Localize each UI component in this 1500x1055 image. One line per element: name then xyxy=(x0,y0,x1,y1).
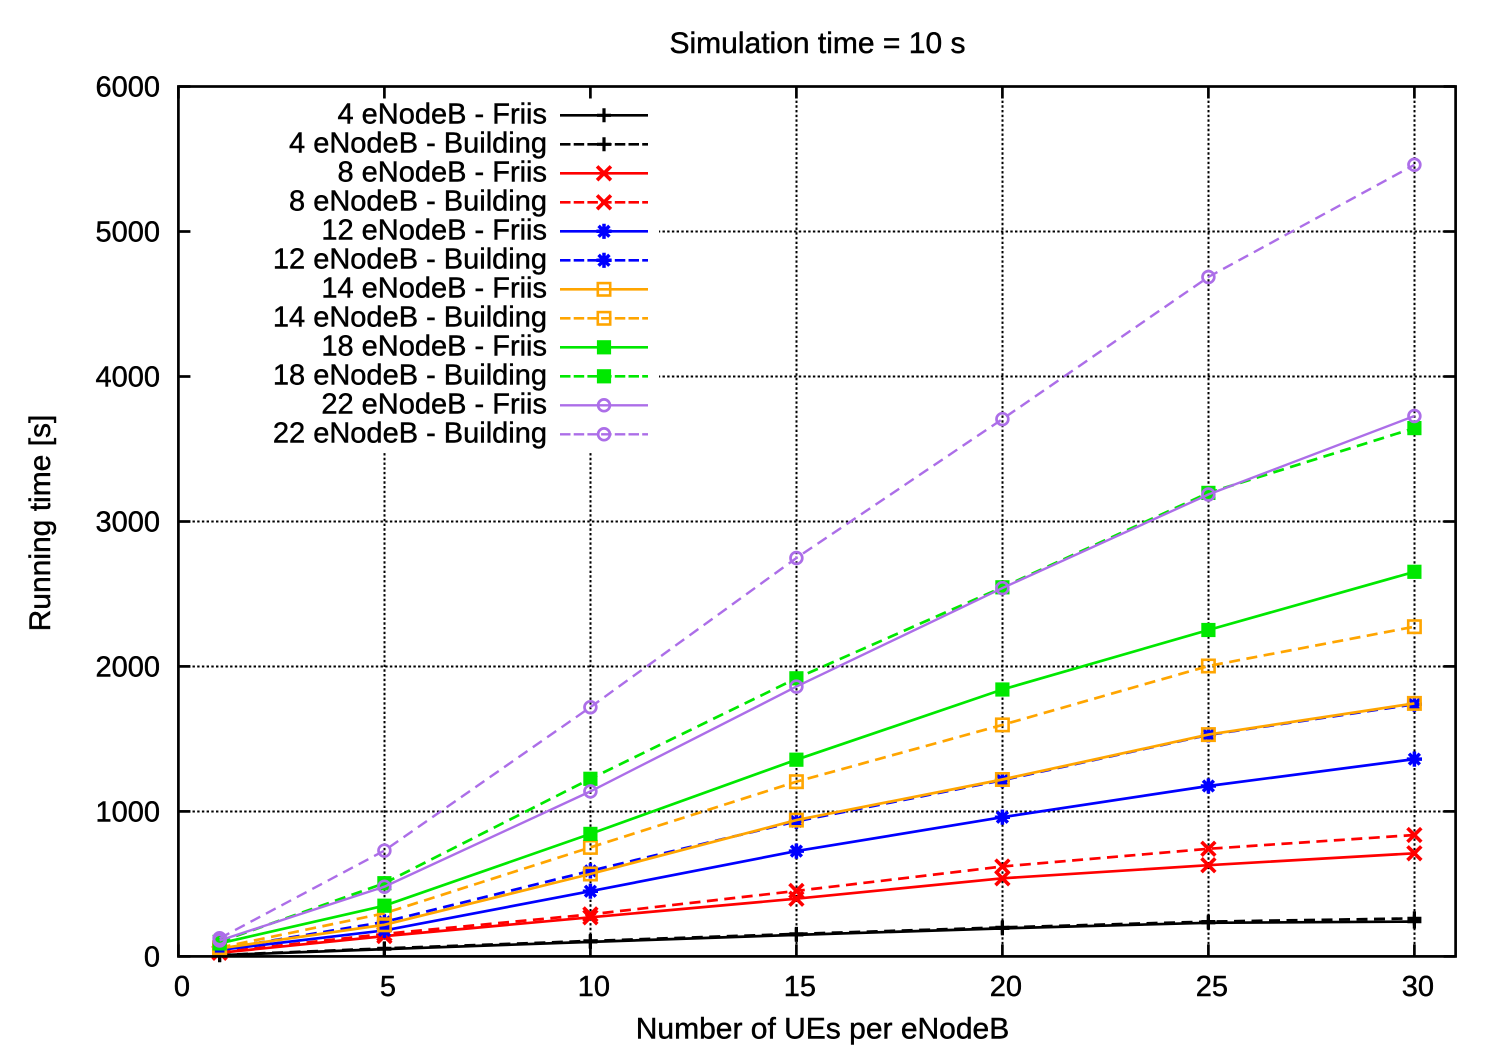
svg-text:12 eNodeB - Friis: 12 eNodeB - Friis xyxy=(321,215,547,247)
svg-text:18 eNodeB - Building: 18 eNodeB - Building xyxy=(273,360,547,392)
svg-text:10: 10 xyxy=(578,971,610,1003)
svg-text:0: 0 xyxy=(144,941,160,973)
svg-text:18 eNodeB - Friis: 18 eNodeB - Friis xyxy=(321,331,547,363)
svg-text:15: 15 xyxy=(784,971,816,1003)
svg-text:12 eNodeB - Building: 12 eNodeB - Building xyxy=(273,244,547,276)
svg-text:30: 30 xyxy=(1402,971,1434,1003)
svg-text:4 eNodeB - Building: 4 eNodeB - Building xyxy=(289,128,547,160)
svg-text:Number of UEs per eNodeB: Number of UEs per eNodeB xyxy=(636,1013,1010,1046)
svg-text:6000: 6000 xyxy=(95,72,160,104)
svg-text:Running time [s]: Running time [s] xyxy=(24,415,57,632)
svg-text:22 eNodeB - Building: 22 eNodeB - Building xyxy=(273,418,547,450)
svg-text:1000: 1000 xyxy=(95,796,160,828)
svg-text:4 eNodeB - Friis: 4 eNodeB - Friis xyxy=(337,99,547,131)
svg-text:Simulation time = 10 s: Simulation time = 10 s xyxy=(670,27,966,60)
svg-text:22 eNodeB - Friis: 22 eNodeB - Friis xyxy=(321,389,547,421)
svg-text:5: 5 xyxy=(380,971,396,1003)
svg-text:14 eNodeB - Friis: 14 eNodeB - Friis xyxy=(321,273,547,305)
svg-text:25: 25 xyxy=(1196,971,1228,1003)
svg-text:4000: 4000 xyxy=(95,362,160,394)
svg-text:8 eNodeB - Building: 8 eNodeB - Building xyxy=(289,186,547,218)
svg-text:14 eNodeB - Building: 14 eNodeB - Building xyxy=(273,302,547,334)
svg-text:3000: 3000 xyxy=(95,507,160,539)
svg-text:8 eNodeB - Friis: 8 eNodeB - Friis xyxy=(337,157,547,189)
svg-text:20: 20 xyxy=(990,971,1022,1003)
svg-text:0: 0 xyxy=(174,971,190,1003)
svg-text:2000: 2000 xyxy=(95,651,160,683)
svg-text:5000: 5000 xyxy=(95,217,160,249)
